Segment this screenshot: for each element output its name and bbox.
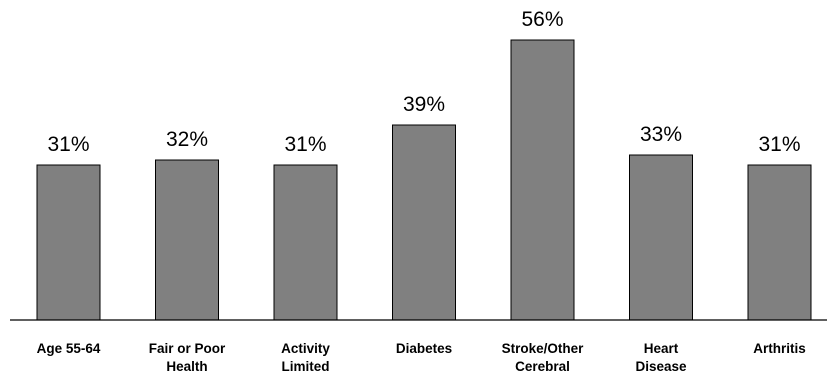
category-label-line: Age 55-64 — [37, 341, 101, 356]
value-label-4: 39% — [403, 93, 445, 116]
value-label-2: 32% — [166, 128, 208, 151]
value-label-5: 56% — [521, 8, 563, 31]
bar-1 — [36, 164, 101, 321]
category-label-line: Cerebral — [515, 359, 570, 374]
category-label-line: Disease — [635, 359, 687, 374]
category-label-7: Arthritis — [753, 341, 806, 356]
category-label-3: Activity Limited — [281, 341, 330, 374]
category-label-1: Age 55-64 — [37, 341, 101, 356]
category-label-4: Diabetes — [396, 341, 452, 356]
bar-3 — [273, 164, 338, 321]
category-label-6: Heart Disease — [635, 341, 687, 374]
bar-2 — [155, 159, 219, 321]
category-label-line: Fair or Poor — [149, 341, 226, 356]
category-label-line: Heart — [644, 341, 679, 356]
bars-group — [36, 39, 812, 321]
category-label-line: Activity — [281, 341, 330, 356]
category-label-5: Stroke/Other Cerebral — [502, 341, 585, 374]
bar-6 — [629, 154, 693, 321]
category-label-line: Limited — [281, 359, 329, 374]
category-label-line: Diabetes — [396, 341, 452, 356]
category-label-line: Stroke/Other — [502, 341, 585, 356]
category-label-line: Health — [166, 359, 207, 374]
value-label-1: 31% — [47, 133, 89, 156]
value-label-7: 31% — [758, 133, 800, 156]
value-label-3: 31% — [284, 133, 326, 156]
bar-7 — [747, 164, 812, 321]
category-label-line: Arthritis — [753, 341, 806, 356]
category-labels-group: Age 55-64 Fair or Poor Health Activity Limit… — [37, 341, 806, 374]
category-label-2: Fair or Poor Health — [149, 341, 226, 374]
bar-4 — [392, 124, 456, 321]
value-labels-group: 31% 32% 31% 39% 56% 33% 31% — [47, 8, 800, 156]
bar-5 — [510, 39, 575, 321]
value-label-6: 33% — [640, 123, 682, 146]
